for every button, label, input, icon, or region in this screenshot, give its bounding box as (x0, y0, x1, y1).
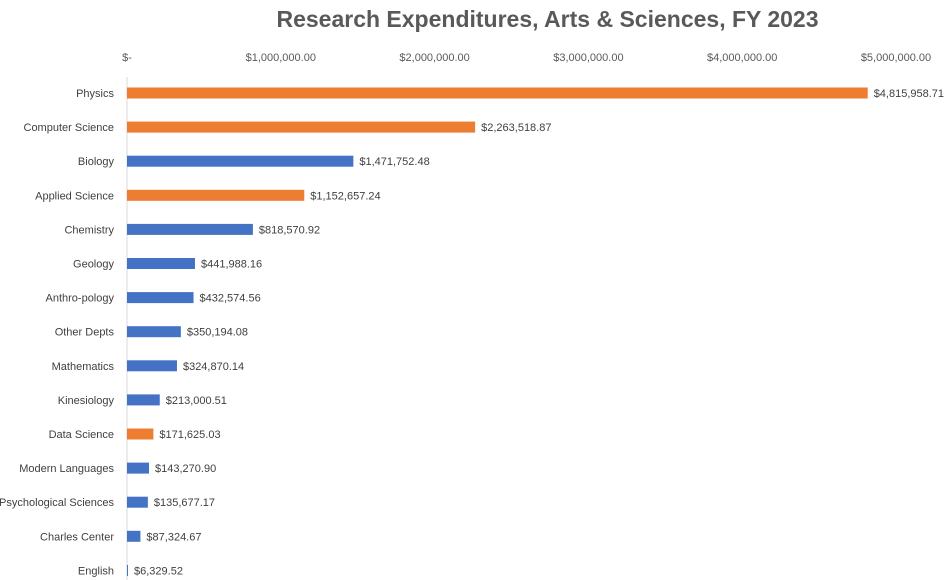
bar (127, 428, 154, 440)
x-tick-label: $5,000,000.00 (861, 52, 931, 64)
category-label: Modern Languages (19, 463, 114, 475)
data-label: $1,152,657.24 (310, 190, 380, 202)
x-tick-label: $1,000,000.00 (246, 52, 316, 64)
category-label: Anthro-pology (46, 293, 115, 305)
bar (127, 223, 253, 235)
bar (127, 155, 354, 167)
data-label: $1,471,752.48 (359, 156, 429, 168)
category-label: English (78, 565, 114, 577)
bar (127, 360, 177, 372)
x-tick-label: $4,000,000.00 (707, 52, 777, 64)
data-label: $324,870.14 (183, 361, 244, 373)
category-label: Geology (73, 259, 114, 271)
category-label: Biology (78, 156, 115, 168)
data-label: $2,263,518.87 (481, 122, 551, 134)
value-labels: $4,815,958.71 $2,263,518.87 $1,471,752.48 $… (134, 88, 944, 577)
category-label: Computer Science (24, 122, 115, 134)
data-label: $4,815,958.71 (874, 88, 944, 100)
category-label: Chemistry (64, 224, 114, 236)
category-label: Data Science (49, 429, 114, 441)
data-label: $213,000.51 (166, 395, 227, 407)
bar (127, 189, 305, 201)
bars (127, 87, 868, 576)
category-label: Psychological Sciences (0, 497, 114, 509)
data-label: $818,570.92 (259, 224, 320, 236)
data-label: $143,270.90 (155, 463, 216, 475)
bar (127, 564, 128, 576)
data-label: $171,625.03 (159, 429, 220, 441)
category-label: Mathematics (52, 361, 115, 373)
category-label: Physics (76, 88, 114, 100)
chart-title: Research Expenditures, Arts & Sciences, … (276, 6, 819, 32)
data-label: $135,677.17 (154, 497, 215, 509)
bar (127, 121, 476, 133)
category-labels: Physics Computer Science Biology Applied Sc… (0, 88, 114, 577)
bar (127, 530, 141, 542)
x-tick-label: $2,000,000.00 (399, 52, 469, 64)
bar (127, 394, 160, 406)
category-label: Kinesiology (58, 395, 115, 407)
data-label: $87,324.67 (146, 531, 201, 543)
bar (127, 258, 195, 269)
x-axis-ticks: $- $1,000,000.00 $2,000,000.00 $3,000,000.0… (122, 52, 931, 64)
category-label: Applied Science (35, 190, 114, 202)
bar (127, 462, 150, 474)
x-tick-label: $- (122, 52, 132, 64)
category-label: Other Depts (55, 327, 115, 339)
data-label: $6,329.52 (134, 565, 183, 577)
data-label: $350,194.08 (187, 327, 248, 339)
bar (127, 87, 868, 99)
bar (127, 326, 181, 338)
x-tick-label: $3,000,000.00 (553, 52, 623, 64)
category-label: Charles Center (40, 531, 114, 543)
data-label: $432,574.56 (200, 293, 261, 305)
bar (127, 292, 194, 304)
data-label: $441,988.16 (201, 259, 262, 271)
bar (127, 496, 148, 508)
